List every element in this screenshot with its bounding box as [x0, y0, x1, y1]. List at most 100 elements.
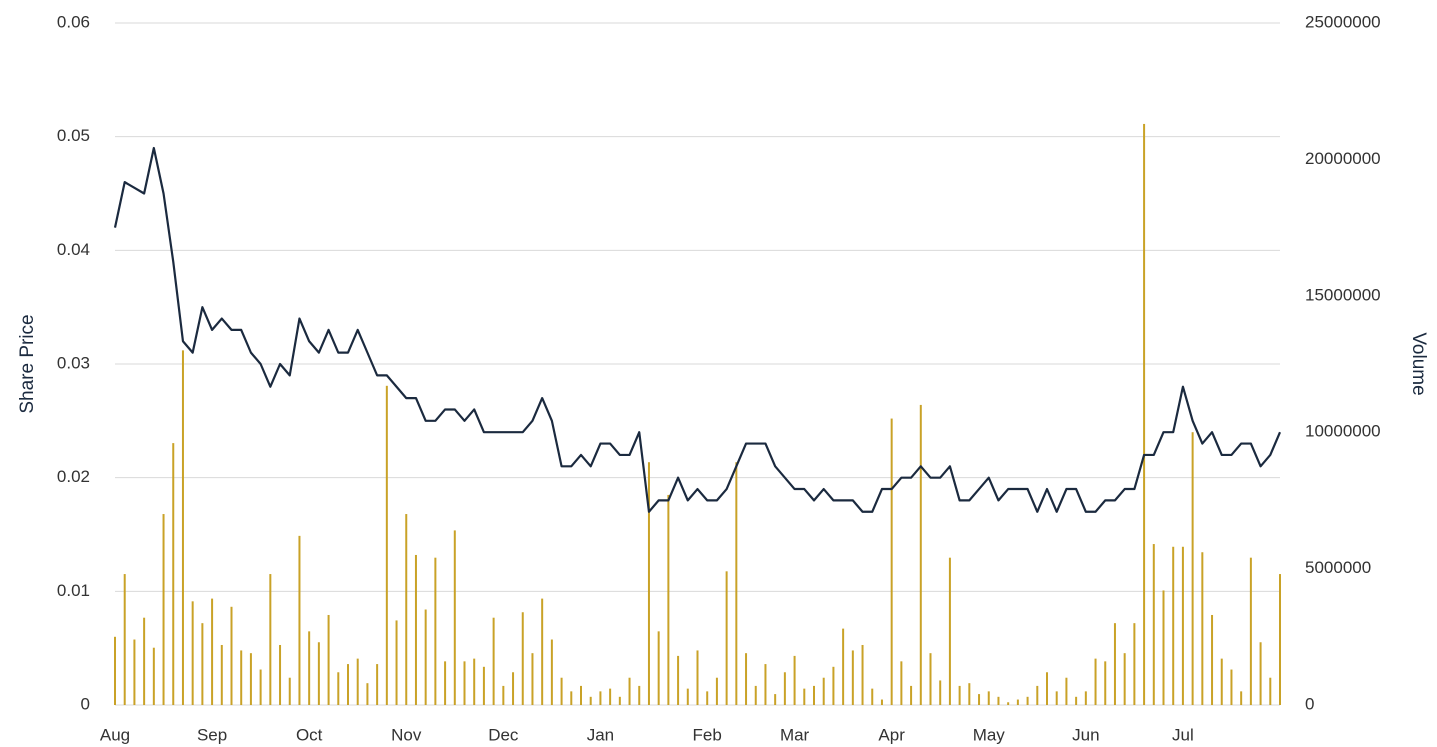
x-tick-label: Aug [100, 725, 130, 744]
volume-bar [434, 557, 437, 705]
y-tick-label: 0.04 [57, 240, 90, 259]
y-tick-label: 0.03 [57, 353, 90, 372]
volume-bar [735, 462, 738, 705]
volume-bar [453, 530, 456, 705]
volume-bar [521, 612, 524, 705]
volume-bar [1230, 669, 1233, 705]
volume-bar [1191, 432, 1194, 705]
y-tick-label: 0 [81, 694, 90, 713]
volume-bar [1172, 546, 1175, 705]
volume-bar [803, 688, 806, 705]
volume-bar [385, 385, 388, 705]
volume-bar [298, 535, 301, 705]
volume-bar [1084, 691, 1087, 705]
volume-bar [133, 639, 136, 705]
volume-bar [706, 691, 709, 705]
volume-bar [550, 639, 553, 705]
volume-bar [890, 418, 893, 705]
y-tick-label: 0.06 [57, 12, 90, 31]
y-tick-label: 0.01 [57, 581, 90, 600]
x-tick-label: Dec [488, 725, 519, 744]
volume-bar [1055, 691, 1058, 705]
volume-bar [366, 683, 369, 705]
volume-bar [269, 574, 272, 705]
y2-axis-title: Volume [1408, 332, 1429, 395]
volume-bar [123, 574, 126, 705]
x-tick-label: Jul [1172, 725, 1194, 744]
volume-bar [657, 631, 660, 705]
volume-bar [259, 669, 262, 705]
price-line [113, 146, 1282, 513]
volume-bar [1007, 702, 1010, 705]
volume-bar [871, 688, 874, 705]
volume-bar [181, 350, 184, 705]
volume-bar [172, 443, 175, 705]
volume-bar [560, 677, 563, 705]
volume-bar [444, 661, 447, 705]
x-tick-label: Nov [391, 725, 422, 744]
volume-bar [745, 653, 748, 705]
volume-bar [541, 598, 544, 705]
volume-bar [813, 685, 815, 705]
volume-bar [337, 672, 340, 705]
volume-bar [987, 691, 990, 705]
volume-bar [405, 514, 408, 705]
volume-bar [191, 601, 194, 705]
volume-bar [968, 683, 971, 705]
volume-bar [861, 644, 864, 705]
volume-bar [424, 609, 427, 705]
volume-bar [842, 628, 845, 705]
volume-bar [414, 554, 417, 705]
volume-bar [1240, 691, 1243, 705]
volume-bar [143, 617, 146, 705]
volume-bar [647, 462, 650, 705]
y2-tick-label: 5000000 [1305, 558, 1371, 577]
volume-bar [220, 644, 223, 705]
volume-bar [482, 666, 485, 705]
volume-bar [628, 677, 631, 705]
volume-bar [395, 620, 398, 705]
x-tick-label: Oct [296, 725, 323, 744]
volume-bar [162, 514, 165, 705]
volume-bar [1211, 614, 1214, 705]
volume-bar [288, 677, 291, 705]
volume-bar [725, 571, 728, 705]
volume-bar [114, 636, 116, 705]
volume-bar [919, 404, 922, 705]
volume-bar [356, 658, 359, 705]
y-tick-label: 0.02 [57, 467, 90, 486]
volume-bar [948, 557, 951, 705]
volume-bar [492, 617, 495, 705]
volume-bar [1133, 623, 1136, 705]
x-tick-label: May [973, 725, 1006, 744]
volume-bar [376, 664, 379, 705]
volume-bar [978, 694, 981, 705]
volume-bar [1279, 574, 1281, 705]
volume-bar [317, 642, 320, 705]
volume-bar [793, 655, 796, 705]
volume-bar [638, 685, 641, 705]
volume-bar [512, 672, 515, 705]
volume-bar [822, 677, 825, 705]
volume-bar [1026, 696, 1029, 705]
volume-bar [900, 661, 903, 705]
volume-bar [880, 699, 883, 705]
volume-bar [1046, 672, 1048, 705]
volume-bar [1269, 677, 1272, 705]
volume-bar [599, 691, 602, 705]
x-tick-label: Jan [587, 725, 614, 744]
volume-bar [618, 696, 621, 705]
volume-bar [1123, 653, 1126, 705]
y2-tick-label: 20000000 [1305, 149, 1381, 168]
x-tick-label: Mar [780, 725, 810, 744]
volume-bar [1104, 661, 1107, 705]
volume-bar [783, 672, 786, 705]
x-tick-label: Jun [1072, 725, 1099, 744]
volume-bar [1220, 658, 1223, 705]
volume-bar [201, 623, 204, 705]
y-axis-title: Share Price [17, 314, 38, 413]
volume-bar [279, 644, 282, 705]
volume-bar [152, 647, 155, 705]
